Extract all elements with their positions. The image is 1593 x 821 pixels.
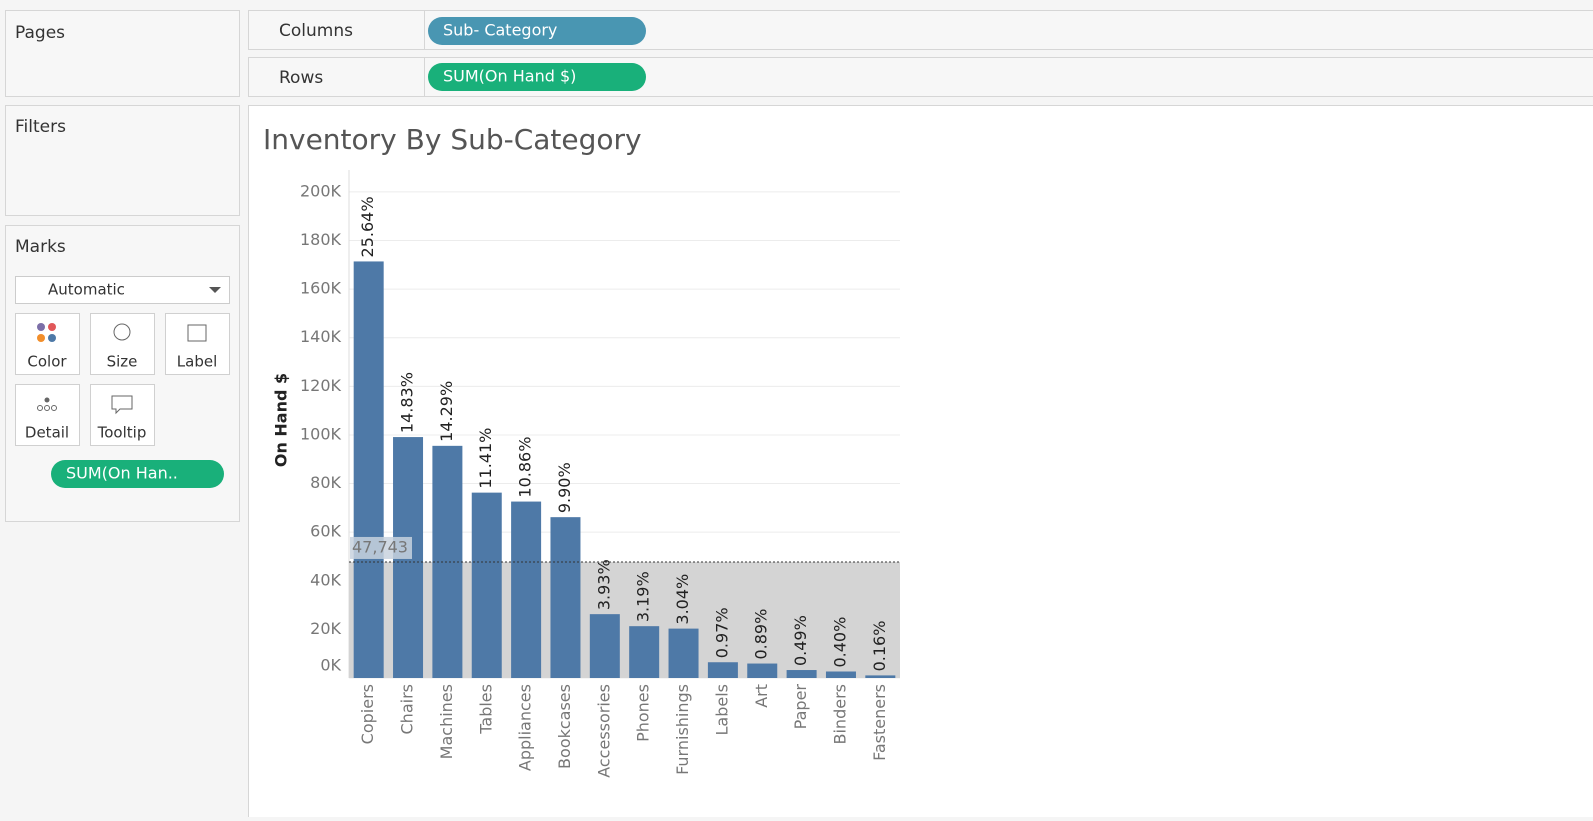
x-tick-label: Fasteners [870,684,889,761]
y-tick-label: 120K [300,376,342,395]
y-tick-label: 100K [300,424,342,443]
data-label: 14.29% [437,381,456,442]
marks-pill-text: SUM(On Han.. [66,464,178,483]
bar [354,261,384,678]
rows-label: Rows [279,68,323,88]
data-label: 0.97% [712,607,731,658]
data-label: 0.89% [752,609,771,660]
x-tick-label: Art [752,684,771,708]
data-label: 11.41% [476,428,495,489]
bar [826,672,856,678]
card-label: Tooltip [97,424,147,442]
card-label: Size [107,353,138,371]
x-tick-label: Binders [830,684,849,744]
x-tick-label: Tables [476,684,495,735]
y-tick-label: 200K [300,181,342,200]
marks-title: Marks [15,237,66,257]
bar [472,493,502,678]
y-tick-label: 180K [300,230,342,249]
bar [747,664,777,678]
data-label: 0.16% [870,621,889,672]
bar [708,662,738,678]
x-tick-label: Chairs [398,684,417,734]
rows-pill-text: SUM(On Hand $) [443,67,576,86]
bar [550,517,580,678]
mark-type: Automatic [48,281,125,299]
bar [669,629,699,678]
data-label: 3.19% [634,571,653,622]
bar [865,675,895,678]
data-label: 0.40% [830,617,849,668]
x-tick-label: Phones [634,684,653,742]
chart-title: Inventory By Sub-Category [263,123,642,156]
x-tick-label: Copiers [358,684,377,744]
y-tick-label: 20K [310,619,341,638]
filters-title: Filters [15,117,66,137]
reference-label: 47,743 [352,537,408,556]
bar [511,502,541,678]
y-tick-label: 60K [310,522,341,541]
bar [629,626,659,678]
x-tick-label: Accessories [594,684,613,778]
card-label: Label [177,353,217,371]
data-label: 10.86% [516,437,535,498]
y-tick-label: 160K [300,279,342,298]
bar [787,670,817,678]
columns-pill-text: Sub- Category [443,21,557,40]
data-label: 14.83% [398,372,417,433]
card-label: Detail [25,424,69,442]
data-label: 25.64% [358,196,377,257]
data-label: 0.49% [791,615,810,666]
x-tick-label: Machines [437,684,456,759]
y-axis-title: On Hand $ [272,373,291,467]
bar [590,614,620,678]
y-tick-label: 80K [310,473,341,492]
reference-band [349,562,900,678]
x-tick-label: Labels [712,684,731,736]
y-tick-label: 140K [300,327,342,346]
data-label: 9.90% [555,462,574,513]
y-tick-label: 40K [310,570,341,589]
data-label: 3.93% [594,559,613,610]
x-tick-label: Appliances [516,684,535,771]
x-tick-label: Furnishings [673,684,692,775]
columns-label: Columns [279,21,353,41]
data-label: 3.04% [673,574,692,625]
pages-title: Pages [15,23,65,43]
x-tick-label: Paper [791,684,810,730]
card-label: Color [27,353,67,371]
x-tick-label: Bookcases [555,684,574,769]
y-tick-label: 0K [320,656,341,675]
